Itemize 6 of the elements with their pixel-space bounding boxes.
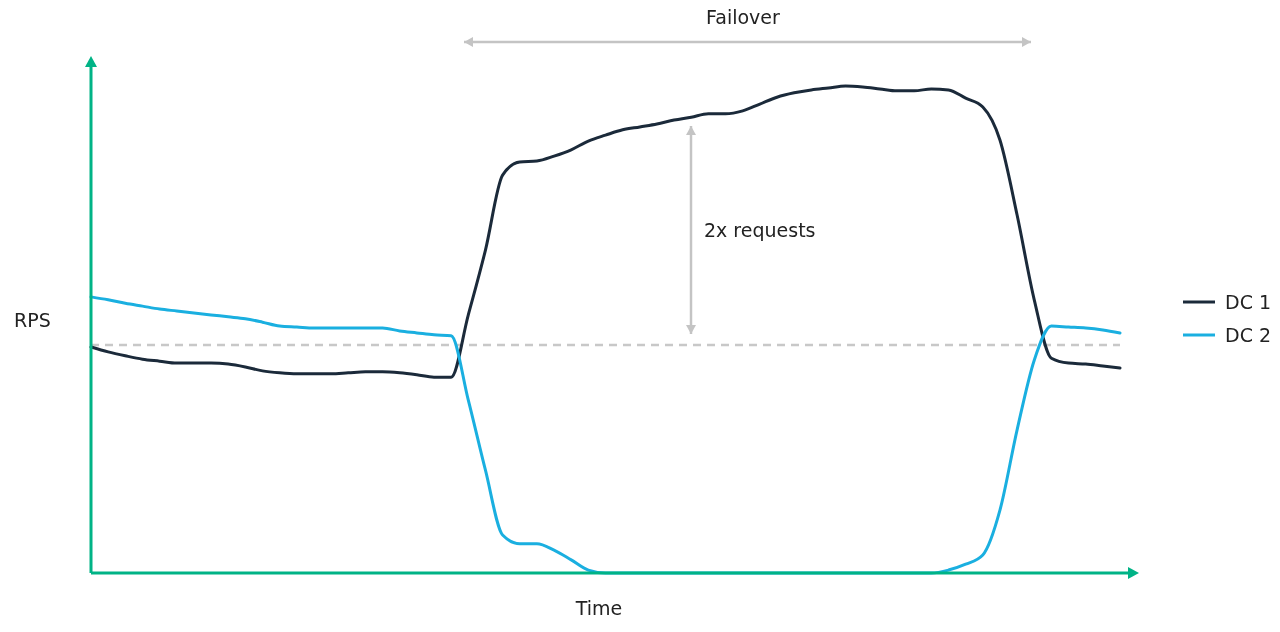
y-axis-title: RPS — [14, 309, 51, 331]
x-axis-title: Time — [574, 597, 623, 619]
annotation: 2x requests — [704, 219, 816, 241]
legend-label: DC 2 — [1225, 324, 1272, 346]
text: Failover — [706, 6, 781, 28]
legend-label: DC 1 — [1225, 291, 1272, 313]
